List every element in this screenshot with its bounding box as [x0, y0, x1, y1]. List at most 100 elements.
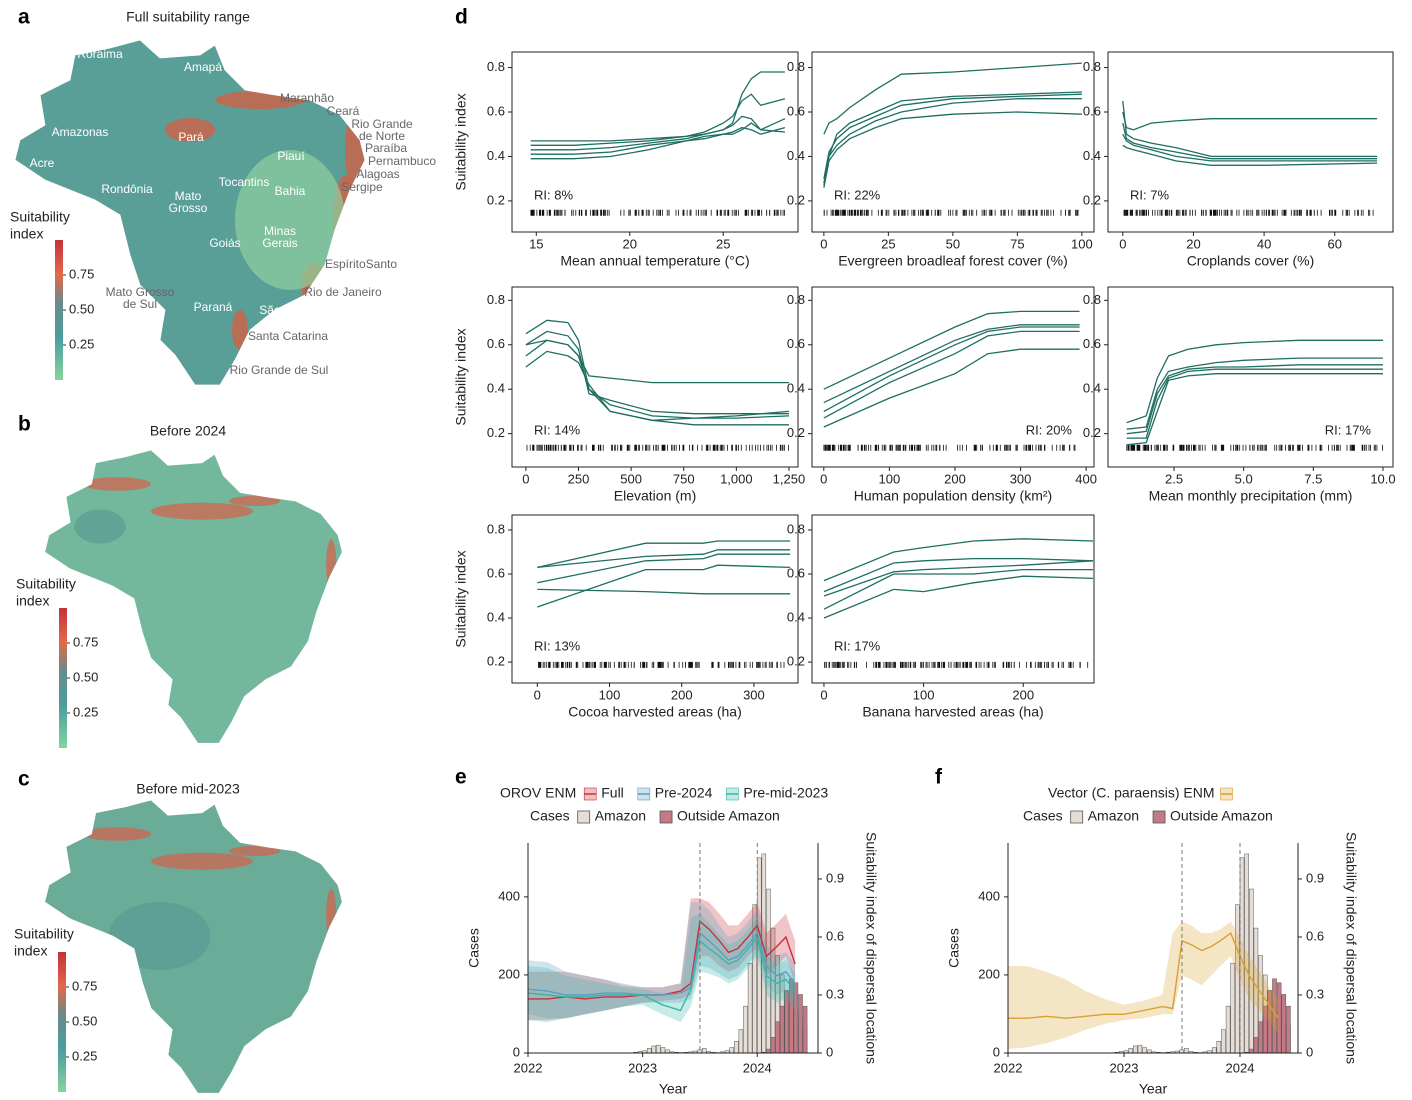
x-tick-label: 100 [599, 687, 621, 702]
bar [1230, 962, 1236, 1054]
place-label: Pernambuco [368, 154, 436, 168]
place-label: Amapá [184, 60, 222, 74]
curve [530, 71, 785, 142]
y2-axis-label: Suitability index of dispersal locations [863, 832, 879, 1064]
rug [1123, 209, 1374, 216]
bar [1184, 1048, 1189, 1054]
legend-label: Outside Amazon [677, 808, 780, 824]
place-label: Rio de Janeiro [304, 285, 382, 299]
legend-label: OROV ENM [500, 785, 576, 801]
x-tick-label: 2022 [994, 1060, 1023, 1075]
place-label: Maranhão [280, 91, 334, 105]
y-tick-label: 0.4 [787, 381, 805, 396]
map-hotspot [229, 845, 281, 857]
y-tick-label: 0.2 [1083, 192, 1101, 207]
x-tick-label: 2022 [514, 1060, 543, 1075]
place-label: Bahia [275, 184, 306, 198]
plot-frame [511, 51, 799, 233]
series-line [527, 931, 796, 996]
panel-label: d [455, 6, 468, 29]
legend-label: Full [601, 785, 624, 801]
map-hotspot [74, 509, 126, 544]
x-tick-label: 1,250 [773, 471, 806, 486]
x-tick-label: 0 [820, 471, 827, 486]
color-bar [58, 952, 66, 1092]
x-tick-label: 250 [568, 471, 590, 486]
x-axis-label: Mean annual temperature (°C) [560, 253, 749, 269]
curve [823, 557, 1094, 593]
x-tick-label: 750 [673, 471, 695, 486]
curve [530, 126, 786, 155]
x-tick-label: 2.5 [1165, 471, 1183, 486]
y-tick-label: 0.6 [787, 103, 805, 118]
y-tick-label: 400 [978, 888, 1000, 903]
rug [823, 444, 1076, 451]
legend-tick-label: 0.25 [72, 1048, 97, 1063]
y-tick-label: 0.6 [487, 565, 505, 580]
series-line [1008, 931, 1279, 1019]
y2-tick-label: 0 [826, 1044, 833, 1059]
annotation: RI: 8% [534, 187, 573, 202]
x-tick-label: 100 [913, 687, 935, 702]
y-tick-label: 0.8 [1083, 292, 1101, 307]
x-axis-label: Year [1139, 1081, 1168, 1097]
y-axis-label: Cases [946, 928, 962, 968]
map-hotspot [151, 502, 253, 520]
y-tick-label: 0.8 [487, 521, 505, 536]
y-tick-label: 0.8 [787, 292, 805, 307]
x-axis-label: Banana harvested areas (ha) [862, 704, 1043, 720]
plot-frame [811, 514, 1095, 684]
x-axis-label: Human population density (km²) [854, 488, 1052, 504]
x-tick-label: 100 [879, 471, 901, 486]
bar [743, 1005, 748, 1054]
bar [651, 1045, 657, 1054]
curve [823, 324, 1080, 404]
place-label: Goiás [209, 236, 240, 250]
y-tick-label: 0.8 [487, 59, 505, 74]
plot-frame [1107, 286, 1394, 468]
bar [1221, 1029, 1226, 1054]
x-tick-label: 0 [1119, 236, 1126, 251]
curve [525, 339, 789, 384]
y-tick-label: 200 [498, 966, 520, 981]
annotation: RI: 17% [834, 638, 881, 653]
map-hotspot [235, 150, 345, 290]
curve [1126, 339, 1383, 424]
panel-label: f [935, 766, 943, 789]
bar [646, 1048, 652, 1054]
y-tick-label: 0.2 [787, 654, 805, 669]
bar [1286, 1005, 1291, 1054]
map-title: Before mid-2023 [136, 781, 240, 797]
annotation: RI: 17% [1325, 422, 1372, 437]
bar [802, 1005, 808, 1054]
curve [823, 560, 1094, 597]
y2-tick-label: 0.9 [1306, 870, 1324, 885]
curve [823, 330, 1080, 419]
bar [1211, 1047, 1217, 1054]
y-axis-label: Suitability index [453, 328, 469, 425]
y-tick-label: 0.4 [487, 148, 505, 163]
y-tick-label: 0.6 [487, 103, 505, 118]
curve [530, 122, 785, 160]
bar [738, 1029, 744, 1054]
bar [1249, 1048, 1254, 1054]
bar [701, 1048, 707, 1054]
curve [823, 310, 1080, 390]
map-hotspot [165, 118, 215, 142]
y-axis-label: Suitability index [453, 550, 469, 647]
rug [824, 661, 1089, 668]
x-axis-label: Croplands cover (%) [1187, 253, 1315, 269]
curve [537, 553, 791, 584]
place-label: Rondônia [101, 182, 153, 196]
curve [823, 98, 1082, 184]
bar [1225, 1005, 1231, 1054]
y-tick-label: 0.6 [787, 336, 805, 351]
map-hotspot [151, 852, 253, 870]
bar [770, 1037, 776, 1054]
annotation: RI: 20% [1026, 422, 1073, 437]
map-title: Before 2024 [150, 423, 226, 439]
x-tick-label: 300 [1010, 471, 1032, 486]
x-tick-label: 400 [1075, 471, 1097, 486]
y-tick-label: 0.6 [487, 336, 505, 351]
x-tick-label: 0 [522, 471, 529, 486]
